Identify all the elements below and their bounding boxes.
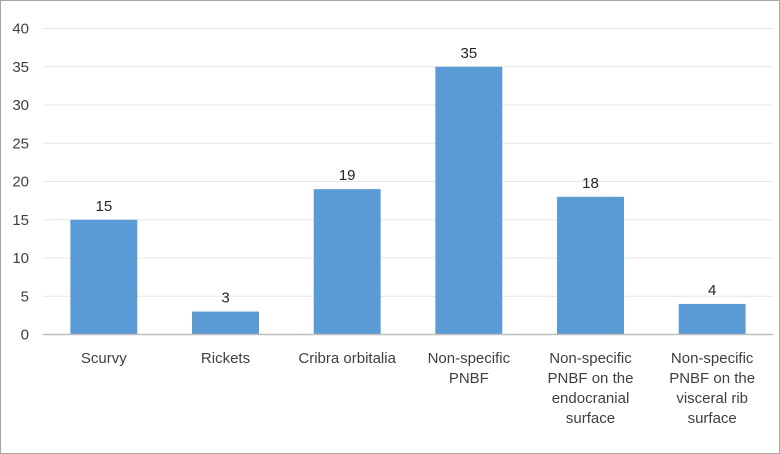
data-label: 15: [95, 198, 112, 215]
bar: [70, 219, 138, 335]
y-tick-label: 0: [21, 327, 29, 344]
y-tick-label: 40: [12, 21, 29, 38]
y-tick-label: 20: [12, 174, 29, 191]
x-tick-label: surface: [566, 410, 615, 427]
x-tick-label: endocranial: [552, 390, 630, 407]
data-label: 35: [460, 45, 477, 62]
x-tick-label: Non-specific: [549, 350, 632, 367]
x-tick-label: Non-specific: [671, 350, 754, 367]
x-tick-label: surface: [688, 410, 737, 427]
y-tick-label: 10: [12, 250, 29, 267]
data-label: 3: [221, 290, 229, 307]
x-tick-label: Non-specific: [428, 350, 511, 367]
y-tick-label: 15: [12, 212, 29, 229]
data-label: 18: [582, 175, 599, 192]
x-tick-label: Scurvy: [81, 350, 127, 367]
bar: [678, 303, 746, 335]
y-tick-label: 30: [12, 97, 29, 114]
x-tick-label: visceral rib: [676, 390, 748, 407]
x-tick-label: PNBF on the: [669, 370, 755, 387]
x-tick-label: PNBF: [449, 370, 489, 387]
y-tick-label: 25: [12, 135, 29, 152]
data-label: 4: [708, 282, 716, 299]
bar: [557, 196, 624, 335]
bar: [435, 66, 503, 335]
x-tick-label: Cribra orbitalia: [298, 350, 396, 367]
x-tick-label: Rickets: [201, 350, 250, 367]
bar: [313, 189, 381, 335]
data-label: 19: [339, 167, 356, 184]
y-tick-label: 35: [12, 59, 29, 76]
y-tick-label: 5: [21, 288, 29, 305]
bar: [192, 311, 259, 335]
x-tick-label: PNBF on the: [548, 370, 634, 387]
